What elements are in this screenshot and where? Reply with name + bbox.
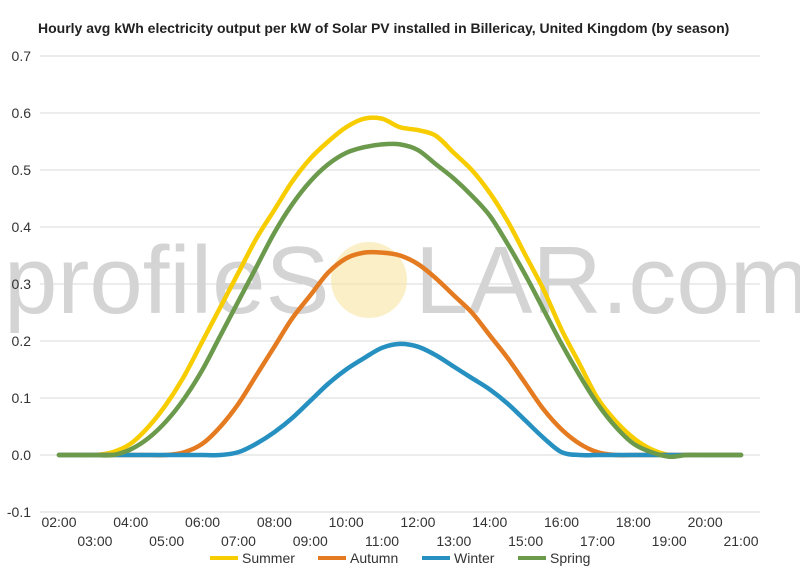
legend-label-spring: Spring (550, 550, 590, 566)
watermark-text-left: profileS (4, 227, 330, 334)
y-axis-tick-labels: 0.7 0.6 0.5 0.4 0.3 0.2 0.1 0.0 -0.1 (7, 48, 31, 520)
y-tick-label: 0.7 (12, 48, 32, 64)
x-tick-label-top: 18:00 (616, 514, 651, 530)
x-tick-label-top: 14:00 (472, 514, 507, 530)
x-tick-label-bottom: 19:00 (652, 533, 687, 549)
y-tick-label: 0.3 (12, 276, 32, 292)
legend-item-winter[interactable]: Winter (422, 550, 495, 566)
legend-item-autumn[interactable]: Autumn (318, 550, 398, 566)
x-tick-label-bottom: 17:00 (580, 533, 615, 549)
x-tick-label-bottom: 09:00 (293, 533, 328, 549)
y-tick-label: 0.2 (12, 333, 32, 349)
series-line-summer (56, 115, 744, 458)
x-tick-label-top: 04:00 (113, 514, 148, 530)
legend-item-spring[interactable]: Spring (518, 550, 590, 566)
legend-label-summer: Summer (242, 550, 295, 566)
y-tick-label: 0.0 (12, 447, 32, 463)
y-tick-label: 0.4 (12, 219, 32, 235)
x-tick-label-top: 06:00 (185, 514, 220, 530)
watermark-sun-icon (331, 242, 407, 318)
series-lines (56, 115, 744, 460)
legend: Summer Autumn Winter Spring (210, 550, 590, 566)
legend-label-winter: Winter (454, 550, 495, 566)
x-tick-label-top: 10:00 (329, 514, 364, 530)
x-tick-label-top: 20:00 (688, 514, 723, 530)
legend-label-autumn: Autumn (350, 550, 398, 566)
y-tick-label: 0.1 (12, 390, 32, 406)
x-tick-label-bottom: 13:00 (436, 533, 471, 549)
series-line-winter (56, 341, 744, 458)
x-tick-label-bottom: 05:00 (149, 533, 184, 549)
x-tick-label-bottom: 21:00 (723, 533, 758, 549)
legend-item-summer[interactable]: Summer (210, 550, 295, 566)
y-tick-label: 0.5 (12, 162, 32, 178)
watermark-text-right: LAR.com (415, 227, 800, 334)
x-tick-label-bottom: 15:00 (508, 533, 543, 549)
x-tick-label-top: 08:00 (257, 514, 292, 530)
y-tick-label: -0.1 (7, 504, 31, 520)
x-tick-label-bottom: 11:00 (365, 533, 399, 549)
y-tick-label: 0.6 (12, 105, 32, 121)
watermark-logo: profileS LAR.com (4, 227, 800, 334)
x-tick-label-top: 12:00 (400, 514, 435, 530)
chart-title: Hourly avg kWh electricity output per kW… (38, 20, 729, 36)
series-line-spring (56, 141, 744, 460)
x-axis-tick-labels: 02:00 04:00 06:00 08:00 10:00 12:00 14:00 16:00… (41, 514, 758, 549)
x-tick-label-top: 02:00 (41, 514, 76, 530)
x-tick-label-bottom: 07:00 (221, 533, 256, 549)
x-tick-label-bottom: 03:00 (77, 533, 112, 549)
x-tick-label-top: 16:00 (544, 514, 579, 530)
